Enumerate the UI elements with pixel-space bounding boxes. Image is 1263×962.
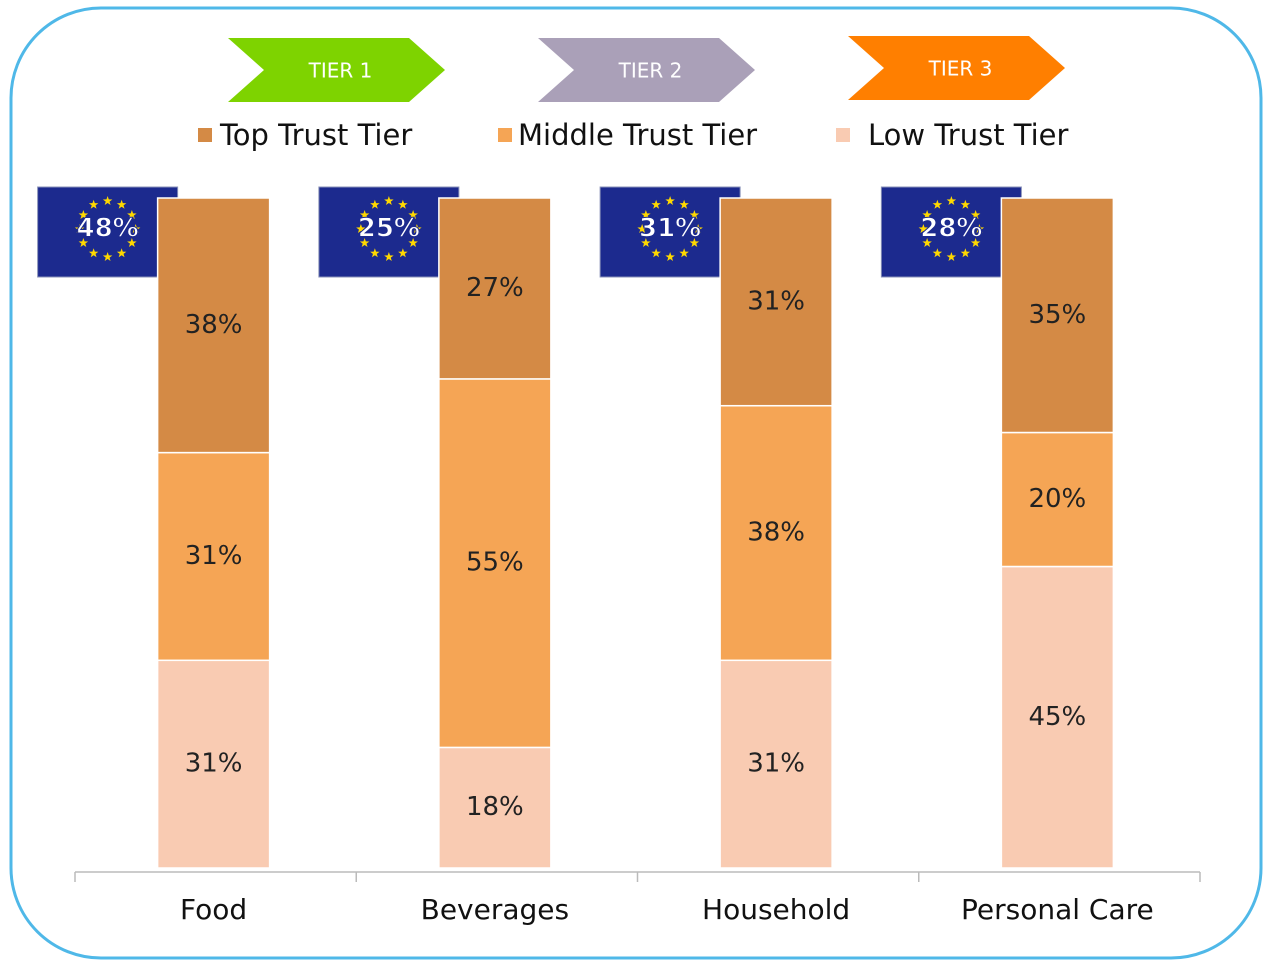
flag-star (970, 238, 981, 248)
flag-star (356, 224, 366, 234)
flag-star (679, 199, 689, 209)
flag-star (970, 210, 981, 220)
data-label: 38% (747, 518, 805, 548)
flag-star (384, 252, 394, 262)
flag-star (693, 224, 703, 234)
flag-star (398, 199, 408, 209)
data-label: 55% (466, 548, 524, 578)
flag-star (922, 238, 932, 248)
flag-star (408, 210, 418, 220)
data-label: 31% (747, 749, 805, 779)
bar-segment (719, 404, 833, 662)
flag-star (127, 238, 137, 248)
x-tick-label: Food (180, 893, 247, 926)
flag-star (359, 210, 370, 220)
flag-star (102, 196, 113, 206)
flag-star (922, 210, 932, 220)
flag-star (918, 224, 929, 234)
data-label: 38% (185, 310, 243, 340)
bar-segment (1000, 565, 1115, 869)
eu-value: 48% (77, 214, 139, 244)
flag-star (665, 252, 675, 262)
legend-label: Middle Trust Tier (518, 118, 757, 152)
tier-arrow (538, 38, 755, 102)
data-label: 31% (185, 541, 243, 571)
flag-star (932, 199, 943, 209)
bar-segment (719, 197, 833, 407)
flag-star (359, 238, 370, 248)
eu-value: 25% (358, 214, 420, 244)
legend-label: Top Trust Tier (219, 118, 412, 152)
legend-label: Low Trust Tier (868, 118, 1069, 152)
data-label: 31% (747, 286, 805, 316)
flag-star (102, 252, 113, 262)
flag-star (88, 248, 99, 258)
tier-label: TIER 2 (618, 59, 683, 83)
eu-value: 31% (639, 214, 701, 244)
flag-star (398, 248, 408, 258)
flag-star (637, 224, 647, 234)
bar-segment (1000, 431, 1115, 568)
data-label: 45% (1028, 702, 1086, 732)
flag-star (641, 210, 651, 220)
flag-star (116, 248, 127, 258)
flag-star (88, 199, 99, 209)
flag-star (974, 224, 985, 234)
flag-star (679, 248, 689, 258)
flag-star (408, 238, 418, 248)
x-tick-label: Beverages (421, 893, 570, 926)
flag-star (78, 210, 89, 220)
flag-star (384, 196, 394, 206)
flag-star (651, 199, 661, 209)
data-label: 31% (185, 749, 243, 779)
flag-star (370, 199, 380, 209)
tier-label: TIER 1 (308, 59, 373, 83)
eu-value: 28% (920, 214, 982, 244)
data-label: 35% (1028, 300, 1086, 330)
data-label: 18% (466, 792, 524, 822)
flag-star (116, 199, 127, 209)
flag-star (130, 224, 141, 234)
bar-segment (438, 378, 552, 749)
flag-star (689, 238, 700, 248)
flag-star (960, 248, 971, 258)
flag-star (665, 196, 675, 206)
frame (9, 6, 1263, 960)
x-tick-label: Household (702, 893, 850, 926)
flag-star (78, 238, 89, 248)
tier-label: TIER 3 (928, 57, 993, 81)
flag-star (651, 248, 661, 258)
x-tick-label: Personal Care (961, 893, 1154, 926)
legend-swatch (198, 128, 212, 142)
bar-segment (1000, 197, 1115, 434)
tier-arrow (228, 38, 445, 102)
legend-swatch (498, 128, 512, 142)
bar-segment (719, 659, 833, 869)
flag-star (960, 199, 971, 209)
flag-star (689, 210, 700, 220)
flag-star (932, 248, 943, 258)
flag-star (412, 224, 422, 234)
bar-segment (156, 197, 271, 454)
bar-segment (438, 197, 552, 380)
flag-star (74, 224, 85, 234)
legend-swatch (836, 128, 850, 142)
data-label: 20% (1028, 484, 1086, 514)
flag-star (127, 210, 137, 220)
flag-star (370, 248, 380, 258)
flag-star (641, 238, 651, 248)
flag-star (946, 252, 957, 262)
data-label: 27% (466, 273, 524, 303)
flag-star (946, 196, 957, 206)
tier-arrow (848, 36, 1065, 100)
